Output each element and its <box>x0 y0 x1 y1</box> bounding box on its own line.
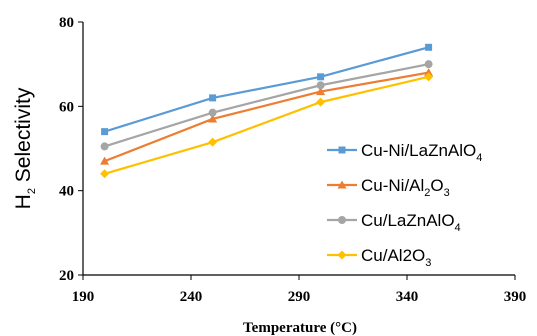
y-tick-label: 80 <box>59 15 74 31</box>
data-point <box>316 81 325 90</box>
series-line <box>104 71 429 163</box>
y-axis-title-part: Selectivity <box>12 87 35 188</box>
y-axis-title-text: H2 Selectivity <box>12 87 38 209</box>
series-2 <box>100 60 433 151</box>
legend-entry: Cu/Al2O3 <box>327 246 431 269</box>
data-point <box>208 137 218 147</box>
series-line <box>104 63 429 148</box>
legend-label: Cu/LaZnAlO4 <box>361 211 461 234</box>
legend-label: Cu-Ni/LaZnAlO4 <box>361 141 482 164</box>
data-point <box>208 114 218 123</box>
data-point <box>316 87 326 96</box>
series-line <box>104 46 429 133</box>
x-tick-label: 340 <box>396 289 419 305</box>
data-point <box>101 128 109 136</box>
legend-swatch-marker <box>338 216 346 224</box>
data-point <box>317 73 325 81</box>
data-point <box>425 43 433 51</box>
legend-entry: Cu/LaZnAlO4 <box>327 211 461 234</box>
series-3 <box>100 72 434 179</box>
y-axis-title-subscript: 2 <box>26 188 38 194</box>
series-0 <box>101 43 433 136</box>
legend-label: Cu/Al2O3 <box>361 246 431 269</box>
legend-swatch-marker <box>337 180 347 189</box>
y-tick-label: 40 <box>59 184 74 200</box>
y-tick-label: 20 <box>59 268 74 284</box>
data-point <box>100 156 110 165</box>
legend-entry: Cu-Ni/LaZnAlO4 <box>327 141 482 164</box>
x-tick-label: 390 <box>504 289 527 305</box>
y-axis-title-part: H <box>12 194 35 209</box>
x-tick-label: 290 <box>288 289 311 305</box>
legend-swatch-marker <box>337 250 347 260</box>
y-axis-title: H2 Selectivity <box>12 87 38 209</box>
legend-entry: Cu-Ni/Al2O3 <box>327 176 450 199</box>
data-point <box>424 68 434 77</box>
series-1 <box>100 68 434 165</box>
data-point <box>208 108 217 117</box>
data-point <box>100 169 110 179</box>
data-point <box>424 60 433 69</box>
legend-swatch-marker <box>338 146 346 154</box>
x-tick-label: 240 <box>180 289 203 305</box>
legend: Cu-Ni/LaZnAlO4 Cu-Ni/Al2O3 Cu/LaZnAlO4 Cu/A… <box>327 141 482 269</box>
legend-label: Cu-Ni/Al2O3 <box>361 176 450 199</box>
data-point <box>100 142 109 151</box>
x-axis-title: Temperature (°C) <box>243 320 357 336</box>
data-point <box>424 72 434 82</box>
data-point <box>209 94 217 102</box>
x-tick-label: 190 <box>72 289 95 305</box>
series-layer <box>100 43 434 179</box>
series-line <box>104 75 429 175</box>
y-tick-label: 60 <box>59 99 74 115</box>
axes: 190 240 290 340 390 20 40 60 80 <box>59 15 526 305</box>
data-point <box>316 97 326 107</box>
